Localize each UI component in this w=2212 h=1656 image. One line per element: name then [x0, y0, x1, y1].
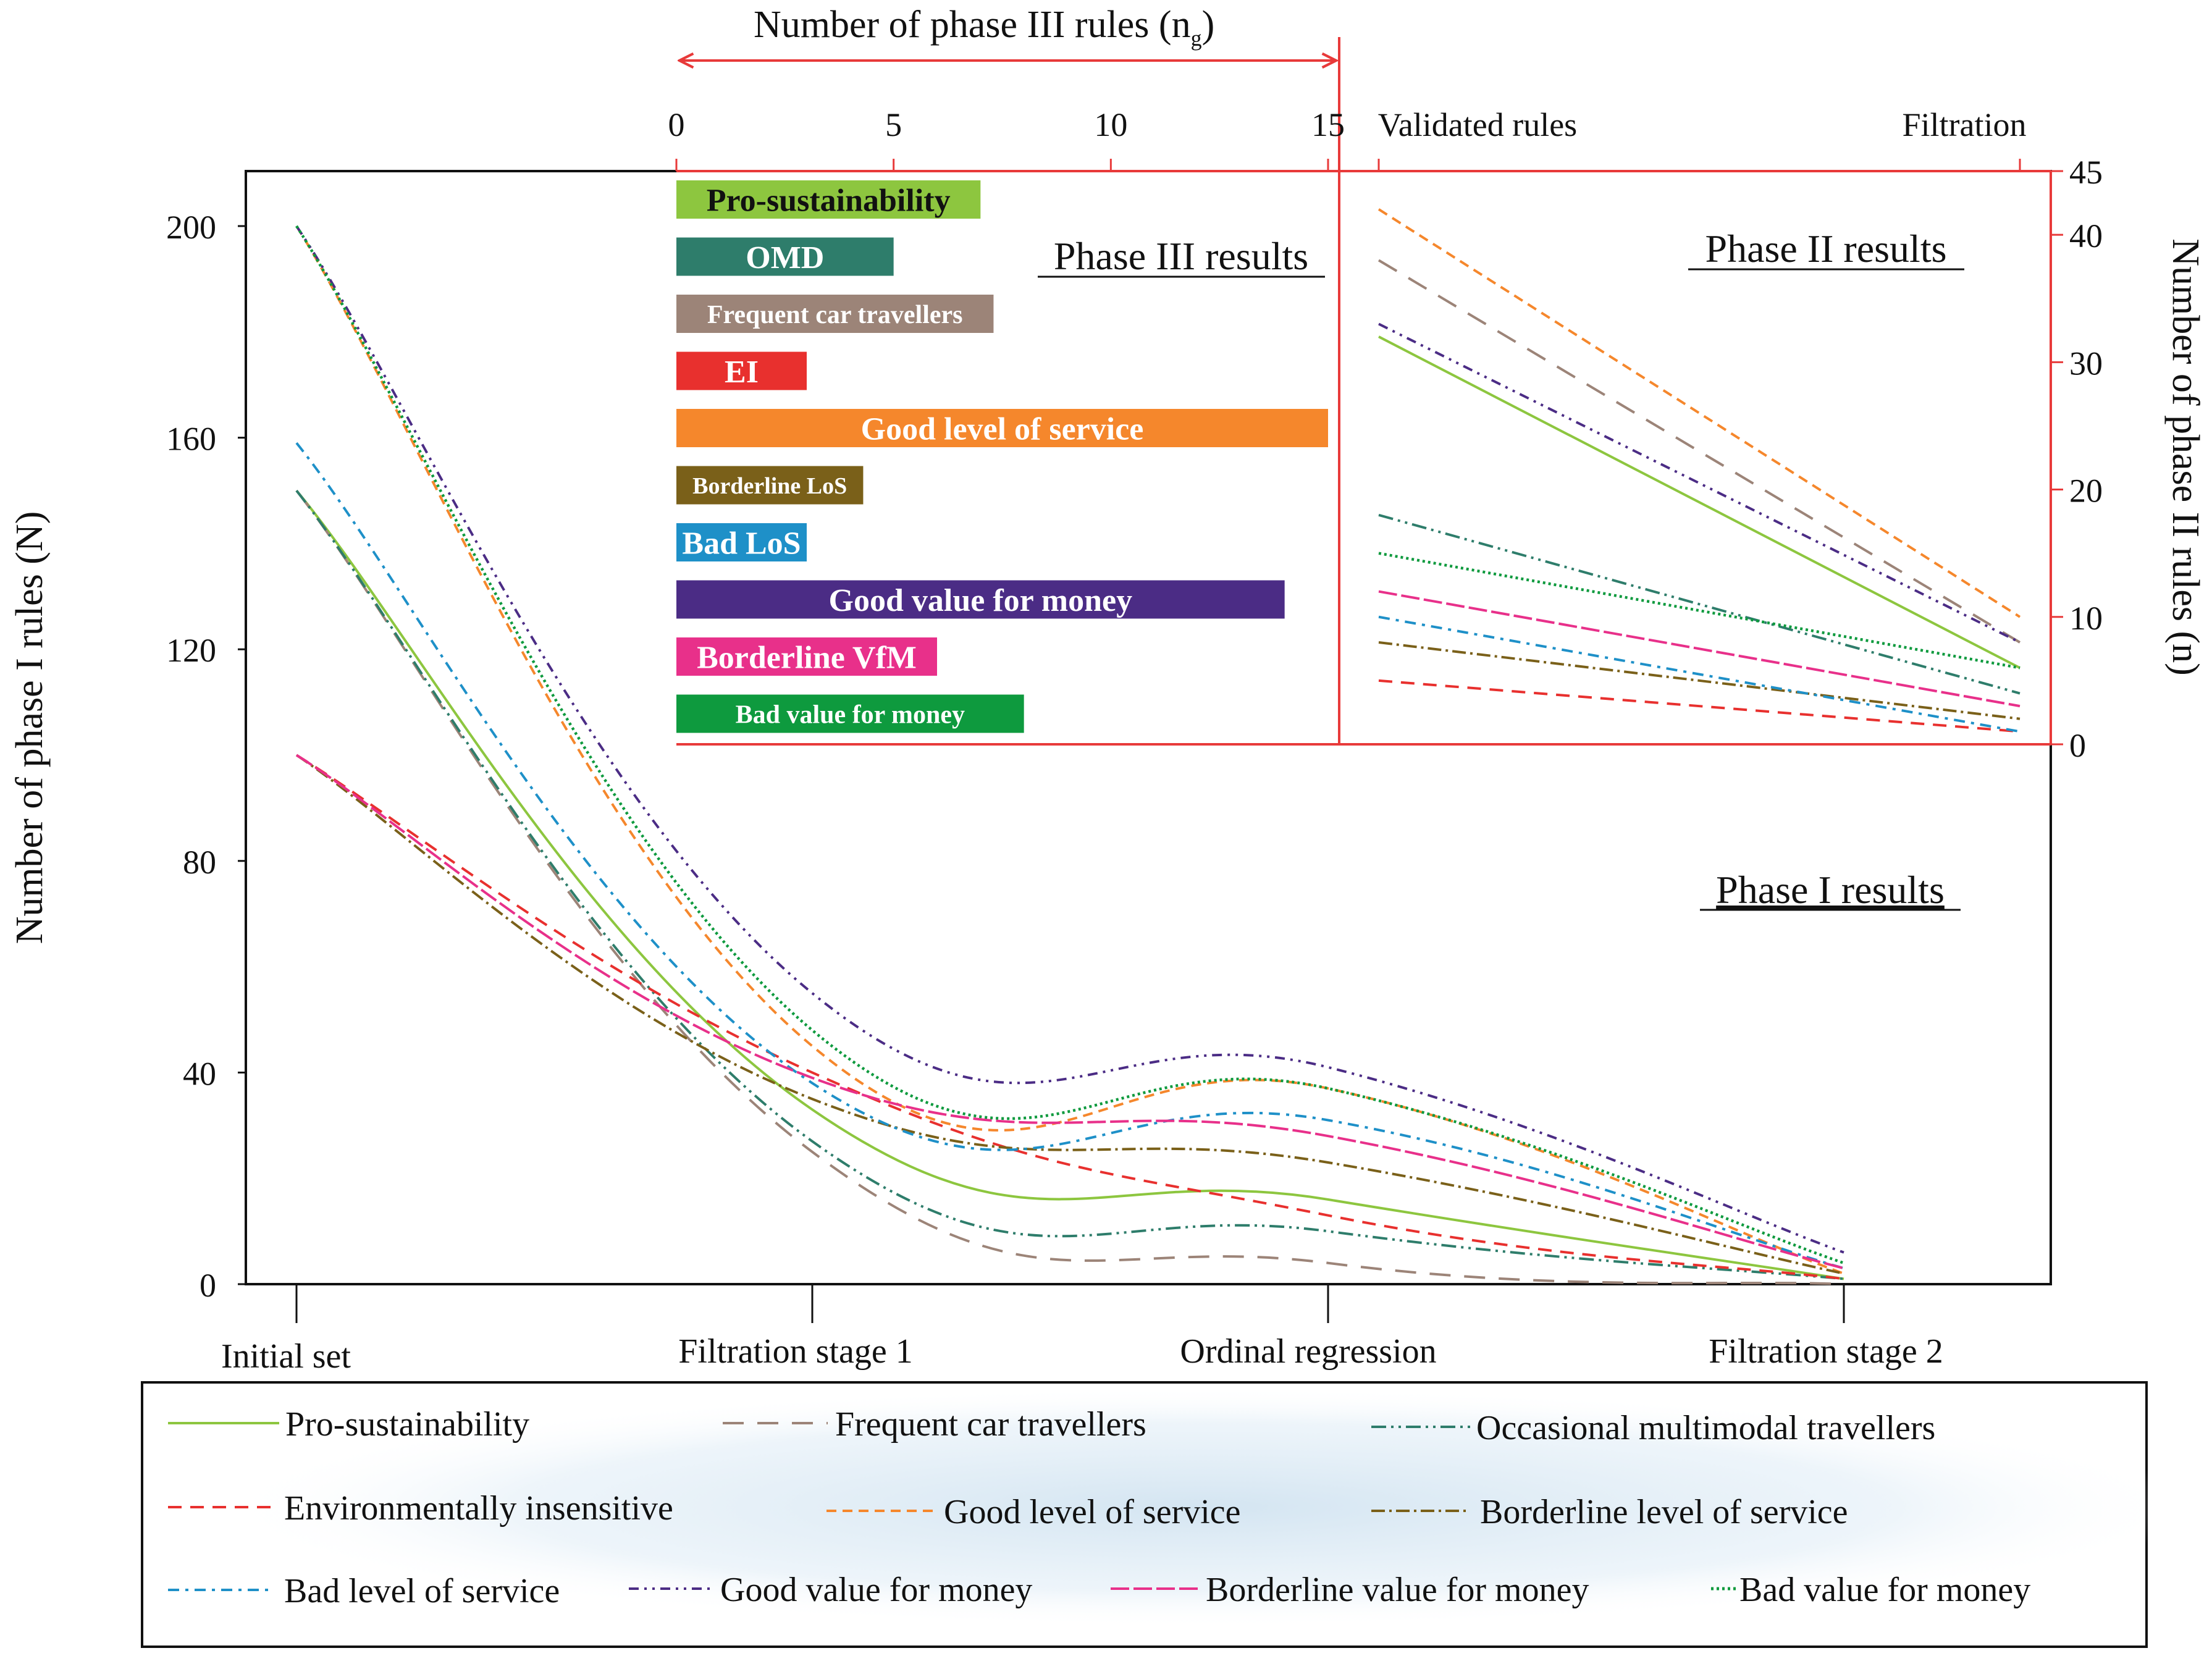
phase1-x-tick-label: Filtration stage 2 [1709, 1332, 1943, 1371]
phase1-series-line-borderline-vfm [295, 754, 1844, 1270]
phase2-y-tick-label: 10 [2069, 600, 2103, 637]
phase2-y-tick-label: 0 [2069, 727, 2086, 764]
legend-item-good-los: Good level of service [826, 1493, 1240, 1531]
legend-item-bad-vfm: Bad value for money [1711, 1571, 2030, 1609]
phase1-series-line-bad-vfm [295, 225, 1844, 1264]
legend: Pro-sustainability Frequent car traveller… [168, 1405, 2030, 1610]
phase2-y-axis-label: Number of phase II rules (n) [2164, 238, 2206, 676]
phase3-x-tick-label: 15 [1311, 106, 1345, 143]
phase2-series-line-good-vfm [1378, 322, 2021, 644]
phase1-series-line-borderline-los [295, 754, 1844, 1275]
phase1-x-axis: Initial set Filtration stage 1 Ordinal reg… [221, 1284, 1943, 1376]
phase3-bar-label: Frequent car travellers [707, 301, 963, 329]
phase1-series-line-env-insensitive [295, 754, 1844, 1280]
phase2-title: Phase II results [1705, 227, 1946, 271]
phase1-y-tick-label: 0 [200, 1267, 216, 1304]
phase2-y-tick-label: 40 [2069, 217, 2103, 254]
phase2-series-line-borderline-los [1378, 641, 2021, 720]
phase3-bar-label: Borderline VfM [697, 641, 917, 676]
phase2-x-tick-label: Filtration [1903, 106, 2027, 143]
legend-item-omt: Occasional multimodal travellers [1371, 1409, 1935, 1447]
phase2-series-line-omt [1378, 513, 2021, 695]
phase2-series-line-borderline-vfm [1378, 590, 2021, 708]
legend-item-good-vfm: Good value for money [629, 1571, 1032, 1609]
phase3-bar-label: OMD [746, 240, 824, 275]
phase1-y-tick-label: 120 [166, 632, 216, 669]
legend-label: Frequent car travellers [835, 1405, 1146, 1444]
phase1-x-tick-label: Ordinal regression [1180, 1332, 1436, 1371]
phase3-x-tick-label: 5 [885, 106, 902, 143]
phase3-bar-env-insensitive [676, 351, 807, 390]
legend-background-glow [216, 1387, 2193, 1628]
phase1-y-axis: 0 40 80 120 160 200 [166, 209, 246, 1304]
phase1-y-tick-label: 160 [166, 421, 216, 458]
phase2-y-axis: 0 10 20 30 40 45 [2051, 154, 2103, 764]
phase2-y-tick-label: 20 [2069, 473, 2103, 510]
phase3-bar-good-vfm [676, 580, 1285, 619]
phase3-title: Phase III results [1054, 234, 1308, 278]
legend-label: Good value for money [720, 1571, 1032, 1609]
legend-label: Bad value for money [1739, 1571, 2030, 1609]
phase3-bar-label: EI [725, 355, 759, 390]
phase3-bars: Pro-sustainability OMD Frequent car travel… [676, 180, 1328, 733]
legend-label: Borderline level of service [1480, 1493, 1848, 1531]
legend-label: Pro-sustainability [285, 1405, 529, 1444]
legend-item-bad-los: Bad level of service [168, 1572, 560, 1610]
phase2-series-line-frequent-car [1377, 259, 2021, 644]
phase3-bar-label: Bad value for money [736, 701, 965, 729]
phase1-y-axis-label: Number of phase I rules (N) [9, 511, 51, 944]
phase3-bar-label: Good value for money [829, 583, 1133, 618]
phase1-y-tick-label: 40 [183, 1055, 216, 1092]
phase1-series-line-frequent-car [295, 490, 1844, 1285]
legend-label: Environmentally insensitive [284, 1489, 673, 1528]
phase3-bar-bad-los [676, 523, 807, 561]
legend-item-env-insensitive: Environmentally insensitive [168, 1489, 673, 1528]
phase1-series-line-omt [295, 490, 1844, 1280]
legend-label: Bad level of service [284, 1572, 560, 1610]
phase3-bar-frequent-car [676, 295, 994, 333]
phase3-x-axis: 0 5 10 15 [668, 106, 1345, 171]
phase3-bar-omt [676, 237, 894, 276]
phase3-bar-label: Borderline LoS [692, 473, 847, 499]
phase1-lines [295, 225, 1844, 1285]
phase1-y-tick-label: 80 [183, 844, 216, 881]
phase2-lines [1377, 208, 2021, 733]
phase3-x-axis-label: Number of phase III rules (ng) [754, 4, 1214, 51]
phase3-bar-bad-vfm [676, 694, 1024, 733]
phase2-y-tick-label: 30 [2069, 345, 2103, 382]
phase2-x-axis: Validated rules Filtration [1377, 106, 2027, 171]
legend-item-borderline-vfm: Borderline value for money [1111, 1571, 1589, 1609]
phase3-bar-good-los [676, 409, 1328, 447]
legend-item-borderline-los: Borderline level of service [1371, 1493, 1848, 1531]
phase1-series-line-pro-sustainability [295, 489, 1844, 1280]
phase2-y-tick-label: 45 [2069, 154, 2103, 191]
phase3-bar-label: Pro-sustainability [707, 183, 951, 219]
phase2-series-line-good-los [1377, 208, 2021, 618]
phase3-bar-label: Good level of service [861, 412, 1144, 447]
legend-label: Occasional multimodal travellers [1476, 1409, 1935, 1447]
phase2-x-tick-label: Validated rules [1378, 106, 1577, 143]
legend-label: Good level of service [944, 1493, 1240, 1531]
phase1-series-line-good-los [295, 225, 1844, 1275]
phase3-bar-label: Bad LoS [682, 526, 801, 561]
phase3-x-tick-label: 0 [668, 106, 685, 143]
phase3-bar-borderline-los [676, 466, 864, 505]
legend-item-frequent-car: Frequent car travellers [723, 1405, 1146, 1444]
phase3-bar-pro-sustainability [676, 180, 981, 219]
phase1-x-tick-label: Initial set [221, 1337, 351, 1376]
phase1-title: Phase I results [1716, 868, 1945, 912]
phase1-x-tick-label: Filtration stage 1 [678, 1332, 913, 1371]
phase1-y-tick-label: 200 [166, 209, 216, 246]
phase1-series-line-bad-los [295, 442, 1844, 1270]
phase3-x-tick-label: 10 [1094, 106, 1127, 143]
phase2-series-line-pro-sustainability [1378, 335, 2021, 670]
phase2-series-line-bad-los [1378, 615, 2021, 733]
phase3-bar-borderline-vfm [676, 637, 937, 676]
legend-label: Borderline value for money [1206, 1571, 1589, 1609]
phase2-series-line-env-insensitive [1378, 679, 2021, 733]
legend-item-pro-sustainability: Pro-sustainability [168, 1405, 529, 1444]
